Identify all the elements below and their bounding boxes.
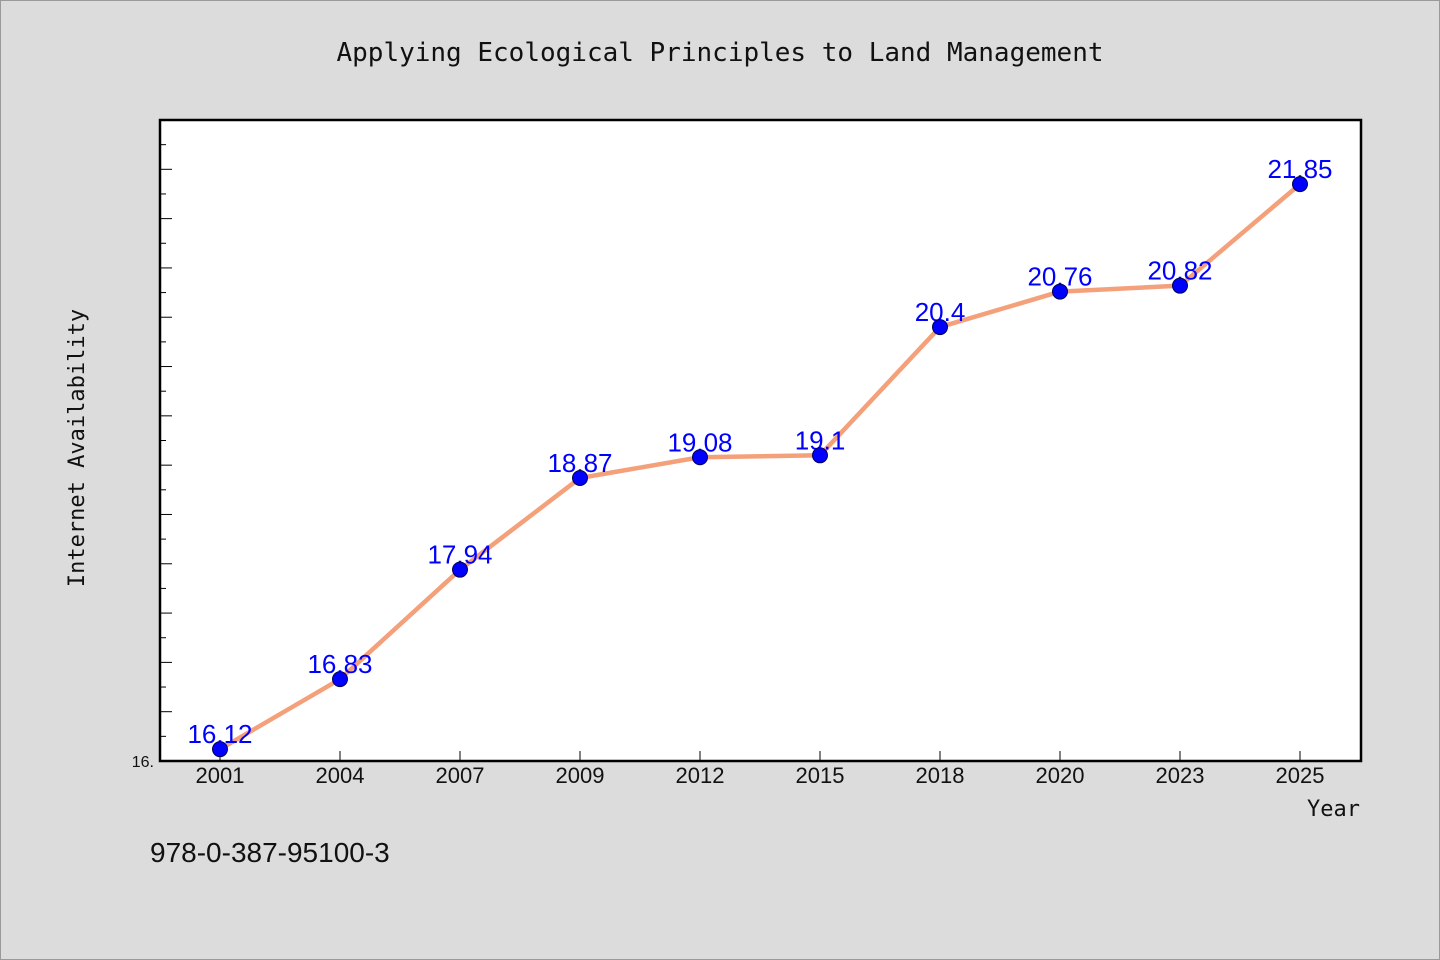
x-tick-label: 2023 <box>1156 763 1205 788</box>
data-point <box>572 469 588 486</box>
x-tick-label: 2007 <box>436 763 485 788</box>
x-tick-label: 2012 <box>676 763 725 788</box>
y-axis-ticks <box>160 144 172 737</box>
plot-area <box>158 118 1363 763</box>
x-tick-label: 2015 <box>796 763 845 788</box>
x-axis-ticks: 2001 2004 2007 2009 2012 2015 2018 2020 2023 2025 <box>196 751 1325 788</box>
x-tick-label: 2020 <box>1036 763 1085 788</box>
x-tick-label: 2025 <box>1276 763 1325 788</box>
isbn-text: 978-0-387-95100-3 <box>150 837 390 868</box>
series-line <box>218 182 1302 752</box>
x-axis-label: Year <box>1307 797 1360 822</box>
y-tick-label: 16. <box>132 754 154 771</box>
x-tick-label: 2018 <box>916 763 965 788</box>
y-axis-label: Internet Availability <box>65 309 90 587</box>
data-point <box>1172 277 1188 294</box>
data-point <box>812 447 828 464</box>
data-point <box>932 319 948 336</box>
data-point <box>452 561 468 578</box>
data-point <box>1052 283 1068 300</box>
x-tick-label: 2004 <box>316 763 365 788</box>
chart-title: Applying Ecological Principles to Land M… <box>336 38 1103 68</box>
data-point <box>692 449 708 466</box>
data-point <box>1292 176 1308 193</box>
data-point <box>212 741 228 758</box>
data-point <box>332 671 348 688</box>
x-tick-label: 2001 <box>196 763 245 788</box>
x-tick-label: 2009 <box>556 763 605 788</box>
